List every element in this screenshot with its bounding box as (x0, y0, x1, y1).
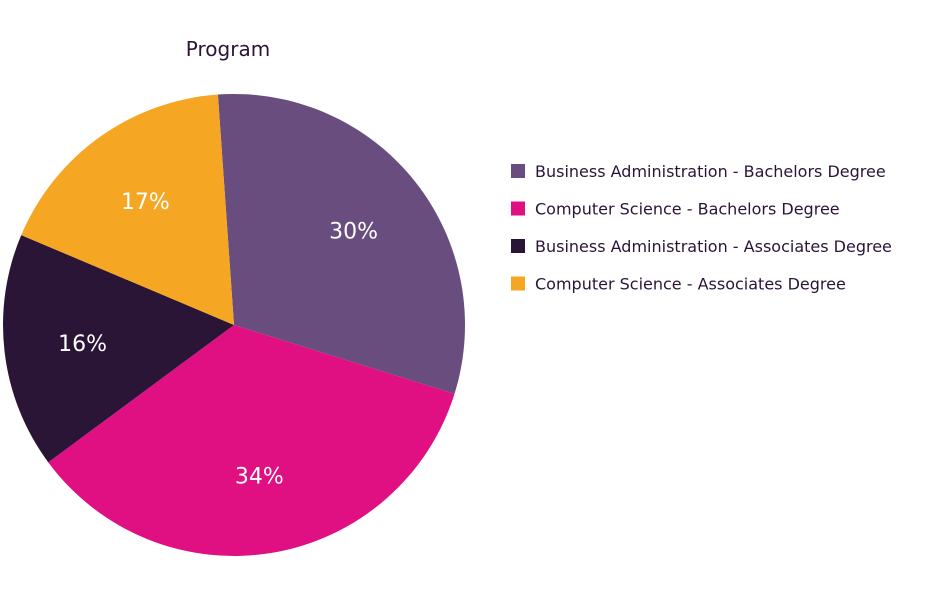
legend-item[interactable]: Business Administration - Bachelors Degr… (511, 162, 886, 181)
legend-label: Computer Science - Associates Degree (535, 275, 846, 294)
legend-item[interactable]: Business Administration - Associates Deg… (511, 237, 892, 256)
legend-swatch (511, 201, 525, 216)
pie-slice-labels: 30% 34% 16% 17% (58, 190, 378, 489)
pie-slice-computer-science-associates-degree[interactable] (21, 94, 234, 325)
legend-item[interactable]: Computer Science - Associates Degree (511, 275, 846, 294)
slice-value-label: 30% (329, 219, 378, 244)
pie-slice-business-administration-bachelors-degree[interactable] (217, 93, 465, 394)
chart-title: Program (186, 37, 270, 61)
legend-swatch (511, 276, 525, 291)
legend-label: Computer Science - Bachelors Degree (535, 200, 840, 219)
pie-slice-computer-science-bachelors-degree[interactable] (48, 325, 455, 556)
slice-value-label: 16% (58, 332, 107, 357)
legend-item[interactable]: Computer Science - Bachelors Degree (511, 200, 840, 219)
pie-slice-business-administration-associates-degree[interactable] (3, 235, 235, 463)
slice-value-label: 34% (235, 464, 284, 489)
legend-label: Business Administration - Associates Deg… (535, 237, 892, 256)
legend-swatch (511, 239, 525, 253)
legend-swatch (511, 164, 525, 178)
legend: Business Administration - Bachelors Degr… (511, 162, 892, 294)
pie-slices (3, 93, 465, 556)
slice-value-label: 17% (121, 190, 170, 215)
legend-label: Business Administration - Bachelors Degr… (535, 162, 886, 181)
